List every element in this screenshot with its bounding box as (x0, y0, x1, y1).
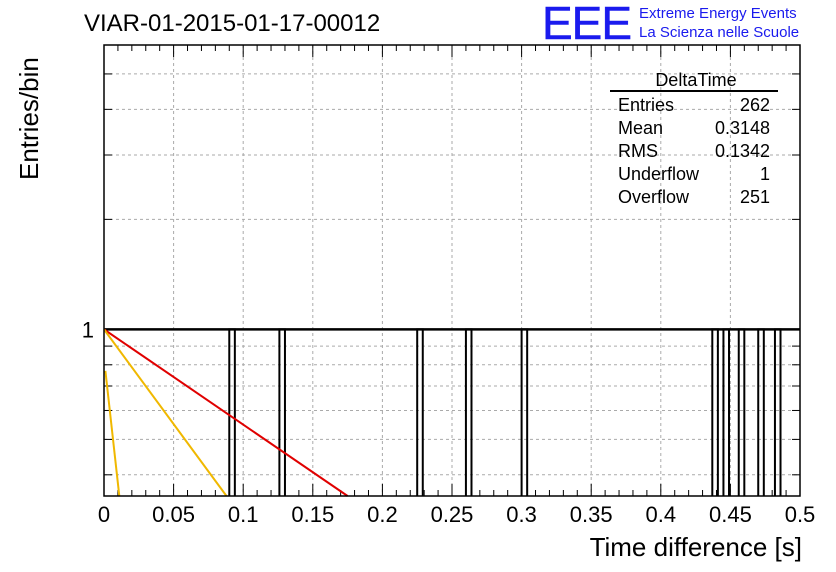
stats-row-mean: Mean 0.3148 (610, 117, 778, 140)
fit-curve-red (103, 328, 349, 497)
histogram-bars (104, 328, 800, 496)
stats-value: 0.1342 (714, 141, 770, 161)
y-axis-label: Entries/bin (14, 57, 44, 180)
histogram-bar (711, 328, 719, 496)
histogram-bar (520, 328, 529, 496)
logo-line-1: Extreme Energy Events (639, 5, 797, 22)
stats-value: 1 (759, 164, 770, 184)
x-tick-label: 0.45 (709, 502, 752, 527)
run-title: VIAR-01-2015-01-17-00012 (84, 10, 381, 37)
stats-label: Overflow (618, 187, 690, 207)
histogram-bar (278, 328, 286, 496)
stats-value: 0.3148 (714, 118, 770, 138)
stats-box: DeltaTime Entries 262 Mean 0.3148 RMS 0.… (610, 70, 778, 209)
stats-label: RMS (618, 141, 658, 161)
fit-curves (103, 328, 349, 497)
fit-curve-gold (104, 370, 121, 497)
stats-row-entries: Entries 262 (610, 94, 778, 117)
stats-value: 262 (739, 95, 770, 115)
x-tick-label: 0.25 (431, 502, 474, 527)
eee-logo: EEE Extreme Energy Events La Scienza nel… (542, 0, 799, 49)
stats-row-rms: RMS 0.1342 (610, 140, 778, 163)
x-axis-label: Time difference [s] (589, 532, 802, 562)
x-tick-label: 0.4 (646, 502, 677, 527)
x-tick-label: 0.3 (506, 502, 537, 527)
logo-line-2: La Scienza nelle Scuole (639, 24, 800, 41)
stats-label: Mean (618, 118, 664, 138)
x-tick-label: 0.15 (291, 502, 334, 527)
plot-frame (103, 44, 801, 497)
stats-title: DeltaTime (655, 70, 737, 90)
histogram-bar (757, 328, 765, 496)
stats-row-underflow: Underflow 1 (610, 163, 778, 186)
stats-value: 251 (739, 187, 770, 207)
stats-label: Entries (618, 95, 675, 115)
histogram-bar (416, 328, 424, 496)
x-tick-label: 0.1 (228, 502, 259, 527)
histogram-bar (464, 328, 473, 496)
grid-lines (104, 45, 800, 496)
histogram-bar (228, 328, 236, 496)
histogram-bar (722, 328, 731, 496)
x-tick-label: 0.2 (367, 502, 398, 527)
y-tick-label: 1 (82, 317, 94, 342)
histogram-bar (737, 328, 746, 496)
stats-row-overflow: Overflow 251 (610, 186, 778, 209)
x-tick-label: 0 (98, 502, 110, 527)
stats-label: Underflow (618, 164, 700, 184)
eee-logo-text: Extreme Energy Events La Scienza nelle S… (639, 4, 799, 42)
eee-logo-mark: EEE (542, 0, 633, 49)
x-tick-label: 0.35 (570, 502, 613, 527)
stats-rule (610, 90, 778, 92)
x-tick-label: 0.5 (785, 502, 816, 527)
x-tick-label: 0.05 (152, 502, 195, 527)
tick-labels: 0 0.05 0.1 0.15 0.2 0.25 0.3 0.35 0.4 0.45 0.5 1 (82, 317, 816, 527)
histogram-bar (773, 328, 782, 496)
fit-curve-gold (103, 328, 228, 497)
